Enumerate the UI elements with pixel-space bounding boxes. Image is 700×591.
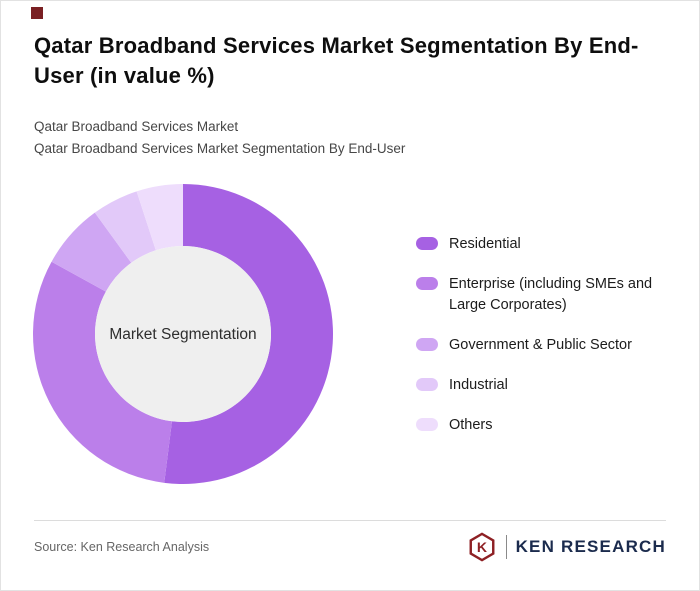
brand-corner-mark <box>31 7 43 19</box>
brand-logo: K KEN RESEARCH <box>467 532 666 562</box>
source-text: Source: Ken Research Analysis <box>34 540 210 554</box>
legend-swatch <box>416 237 438 250</box>
legend-item-2[interactable]: Government & Public Sector <box>416 335 678 356</box>
legend-label: Others <box>449 417 493 434</box>
ken-research-emblem-icon: K <box>467 532 497 562</box>
donut-segment-2[interactable] <box>51 212 132 292</box>
donut-center-circle <box>95 246 271 422</box>
legend-item-0[interactable]: Residential <box>416 234 678 255</box>
legend-swatch <box>416 378 438 392</box>
donut-segments <box>33 184 333 484</box>
subtitle-line-2: Qatar Broadband Services Market Segmenta… <box>34 140 406 156</box>
donut-chart: Market Segmentation <box>33 184 333 484</box>
footer-divider <box>34 520 666 521</box>
donut-center-label: Market Segmentation <box>109 326 256 343</box>
subtitle-line-1: Qatar Broadband Services Market <box>34 119 239 134</box>
legend-label: Government & Public Sector <box>449 337 632 354</box>
chart-subtitles: Qatar Broadband Services Market Qatar Br… <box>34 116 405 159</box>
legend-item-4[interactable]: Others <box>416 415 678 436</box>
legend-label: Industrial <box>449 377 508 394</box>
legend-swatch <box>416 418 438 432</box>
donut-segment-1[interactable] <box>33 261 172 483</box>
brand-wordmark: KEN RESEARCH <box>515 537 666 556</box>
legend-swatch <box>416 338 438 352</box>
legend-item-1[interactable]: Enterprise (including SMEs and Large Cor… <box>416 274 678 316</box>
brand-separator <box>505 535 507 559</box>
donut-chart-svg: Market Segmentation <box>33 184 333 484</box>
legend-item-3[interactable]: Industrial <box>416 375 678 396</box>
legend: Residential Enterprise (including SMEs an… <box>416 234 678 436</box>
emblem-letter: K <box>477 539 488 555</box>
page-title: Qatar Broadband Services Market Segmenta… <box>34 33 639 89</box>
footer: Source: Ken Research Analysis K KEN RESE… <box>34 532 666 562</box>
donut-segment-0[interactable] <box>164 184 333 484</box>
donut-segment-4[interactable] <box>136 184 183 251</box>
legend-label: Enterprise (including SMEs and Large Cor… <box>449 276 653 314</box>
donut-segment-3[interactable] <box>94 191 156 263</box>
legend-label: Residential <box>449 236 521 252</box>
legend-swatch <box>416 277 438 291</box>
